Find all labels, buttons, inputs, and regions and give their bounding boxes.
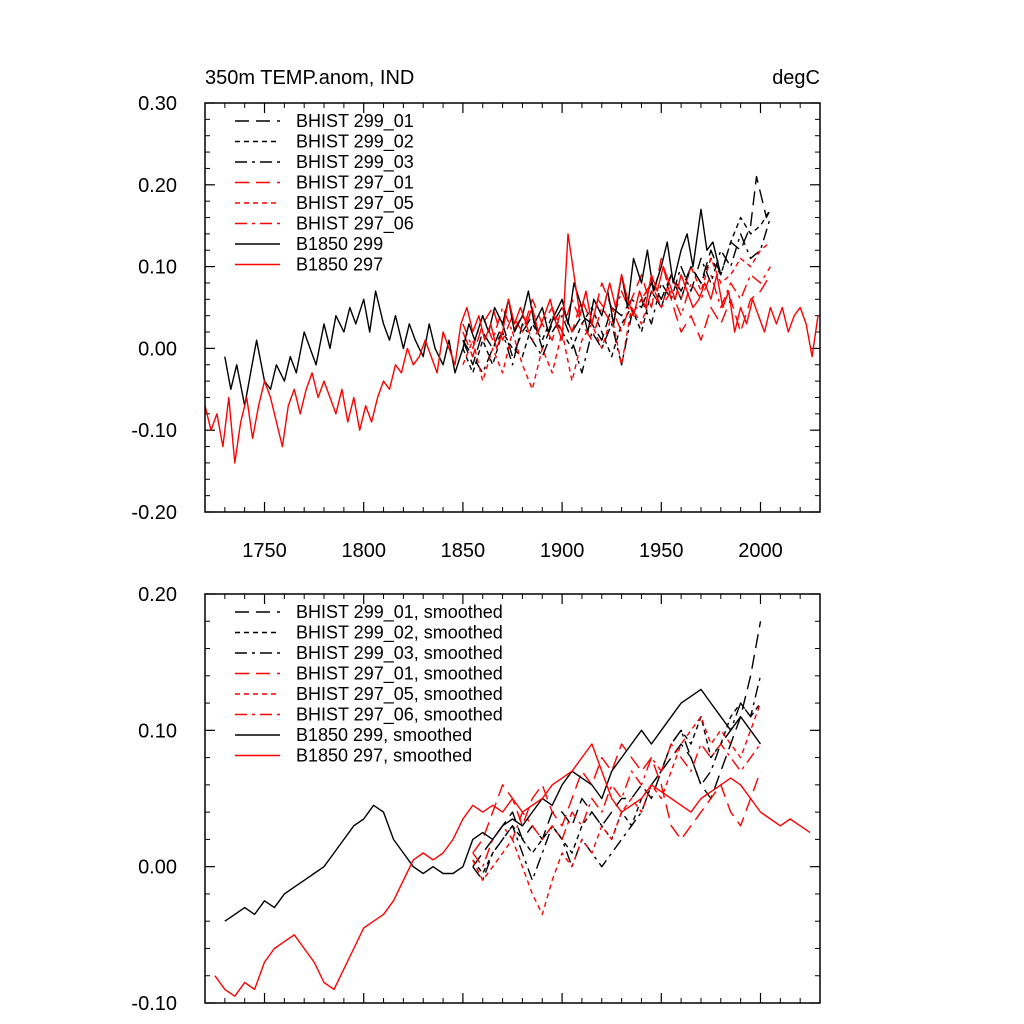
- x-tick-label: 1850: [441, 540, 486, 562]
- series-bhist-299-02-smoothed: [472, 702, 762, 875]
- series-bhist-299-03: [462, 217, 772, 374]
- series-b1850-299: [224, 208, 722, 407]
- series-bhist-299-01: [462, 175, 772, 366]
- x-tick-label: 1900: [540, 540, 585, 562]
- legend-label: BHIST 297_01: [296, 173, 414, 194]
- legend-label: BHIST 299_01: [296, 111, 414, 132]
- series-b1850-297-smoothed: [214, 743, 811, 997]
- chart-units: degC: [772, 67, 820, 89]
- y-tick-label: 0.20: [138, 584, 177, 606]
- chart-title: 350m TEMP.anom, IND: [205, 67, 414, 89]
- x-tick-label: 1800: [341, 540, 386, 562]
- plot-frame: [204, 593, 821, 1004]
- y-tick-label: -0.20: [131, 502, 177, 524]
- legend-label: B1850 297: [296, 255, 383, 275]
- y-tick-label: 0.10: [138, 257, 177, 279]
- y-tick-label: 0.00: [138, 857, 177, 879]
- legend-label: BHIST 297_01, smoothed: [296, 664, 503, 685]
- top-panel: 350m TEMP.anom, IND degC -0.20 -0.10 0.00 0…: [131, 67, 821, 562]
- legend-label: BHIST 297_06, smoothed: [296, 705, 503, 726]
- series-bhist-297-01: [462, 257, 771, 358]
- series-bhist-297-06-smoothed: [472, 743, 762, 868]
- series-b1850-297: [204, 233, 819, 464]
- y-tick-label: 0.00: [138, 338, 177, 360]
- plot-frame: [204, 102, 821, 513]
- series-bhist-299-03-smoothed: [472, 675, 762, 881]
- legend-label: BHIST 297_06: [296, 214, 414, 235]
- legend-label: BHIST 299_02, smoothed: [296, 623, 503, 644]
- x-tick-label: 2000: [738, 540, 783, 562]
- legend-label: BHIST 299_03: [296, 152, 414, 173]
- y-tick-label: 0.10: [138, 720, 177, 742]
- legend-label: BHIST 299_01, smoothed: [296, 602, 503, 623]
- legend-label: BHIST 297_05: [296, 193, 414, 214]
- series-bhist-297-01-smoothed: [472, 743, 762, 854]
- legend-label: B1850 299, smoothed: [296, 725, 472, 745]
- y-tick-label: 0.30: [138, 93, 177, 115]
- legend-label: BHIST 297_05, smoothed: [296, 684, 503, 705]
- y-tick-label: 0.20: [138, 175, 177, 197]
- series-bhist-299-01-smoothed: [472, 621, 762, 868]
- y-tick-label: -0.10: [131, 420, 177, 442]
- bottom-panel: -0.10 0.00 0.10 0.20 BHIST 299_01, smoothed…: [131, 584, 821, 1015]
- y-tick-label: -0.10: [131, 993, 177, 1015]
- series-b1850-299-smoothed: [224, 688, 762, 922]
- legend-label: B1850 297, smoothed: [296, 746, 472, 766]
- series-bhist-297-05-smoothed: [472, 702, 762, 916]
- legend-label: BHIST 299_03, smoothed: [296, 643, 503, 664]
- legend-label: BHIST 299_02: [296, 132, 414, 153]
- x-tick-label: 1950: [639, 540, 684, 562]
- series-bhist-299-02: [462, 208, 771, 374]
- x-tick-label: 1750: [242, 540, 287, 562]
- legend-label: B1850 299: [296, 234, 383, 254]
